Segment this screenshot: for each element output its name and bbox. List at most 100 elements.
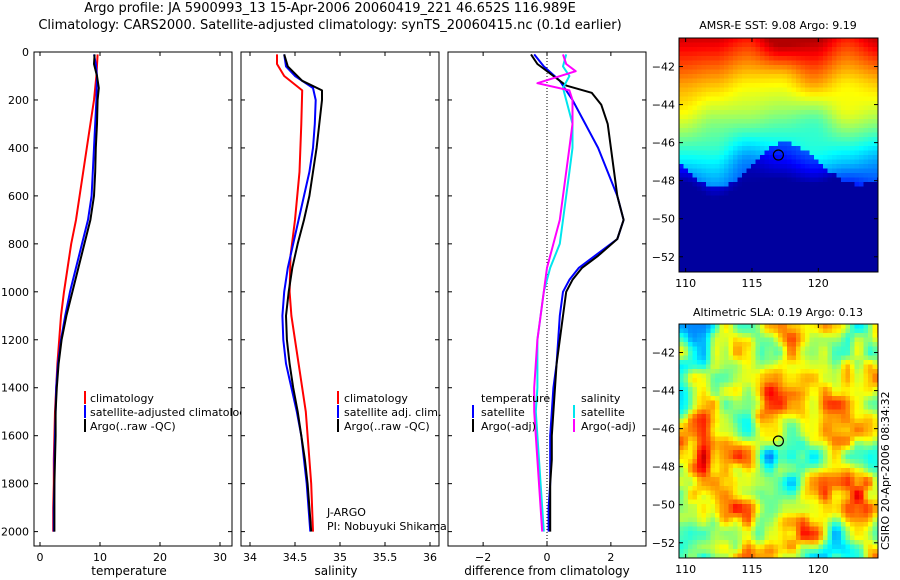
heatmap-cell xyxy=(769,182,774,187)
heatmap-cell xyxy=(764,346,770,352)
heatmap-cell xyxy=(728,472,734,478)
heatmap-cell xyxy=(796,436,801,442)
heatmap-cell xyxy=(800,427,806,433)
heatmap-cell xyxy=(796,231,801,237)
heatmap-cell xyxy=(728,218,734,223)
heatmap-cell xyxy=(791,204,797,210)
heatmap-cell xyxy=(827,227,833,232)
heatmap-cell xyxy=(715,517,720,523)
heatmap-cell xyxy=(868,364,873,370)
heatmap-cell xyxy=(800,267,806,273)
heatmap-cell xyxy=(832,351,837,356)
heatmap-cell xyxy=(805,396,810,401)
heatmap-cell xyxy=(850,445,855,451)
heatmap-cell xyxy=(854,387,860,392)
heatmap-cell xyxy=(791,544,797,550)
heatmap-cell xyxy=(710,427,716,433)
heatmap-cell xyxy=(805,544,810,550)
heatmap-cell xyxy=(850,364,855,370)
heatmap-cell xyxy=(746,240,752,246)
heatmap-cell xyxy=(818,522,824,527)
heatmap-cell xyxy=(715,204,720,210)
heatmap-cell xyxy=(841,468,846,473)
heatmap-cell xyxy=(805,96,810,102)
heatmap-cell xyxy=(805,526,810,532)
heatmap-cell xyxy=(809,137,815,142)
heatmap-cell xyxy=(850,141,855,147)
heatmap-cell xyxy=(728,441,734,446)
heatmap-cell xyxy=(787,60,792,66)
heatmap-cell xyxy=(706,114,711,120)
heatmap-cell xyxy=(719,472,725,478)
heatmap-cell xyxy=(814,459,819,464)
heatmap-cell xyxy=(872,200,878,205)
heatmap-cell xyxy=(679,459,684,464)
heatmap-cell xyxy=(688,123,693,129)
heatmap-cell xyxy=(805,472,810,478)
heatmap-cell xyxy=(688,382,693,388)
heatmap-cell xyxy=(859,168,864,174)
heatmap-cell xyxy=(791,78,797,84)
heatmap-cell xyxy=(854,42,860,48)
heatmap-cell xyxy=(827,351,833,356)
heatmap-cell xyxy=(719,182,725,187)
heatmap-cell xyxy=(863,74,869,79)
heatmap-cell xyxy=(755,69,761,75)
heatmap-cell xyxy=(845,351,851,356)
heatmap-cell xyxy=(827,60,833,66)
heatmap-cell xyxy=(818,387,824,392)
heatmap-cell xyxy=(796,391,801,397)
heatmap-cell xyxy=(710,351,716,356)
heatmap-cell xyxy=(746,360,752,365)
heatmap-cell xyxy=(764,254,770,259)
heatmap-cell xyxy=(728,378,734,383)
heatmap-cell xyxy=(697,132,702,138)
heatmap-cell xyxy=(787,123,792,129)
heatmap-cell xyxy=(778,231,783,237)
heatmap-cell xyxy=(773,468,779,473)
heatmap-cell xyxy=(778,486,783,491)
heatmap-cell xyxy=(805,432,810,437)
heatmap-cell xyxy=(715,549,720,554)
heatmap-cell xyxy=(773,522,779,527)
heatmap-cell xyxy=(845,364,851,370)
heatmap-cell xyxy=(787,78,792,84)
heatmap-cell xyxy=(728,119,734,124)
heatmap-cell xyxy=(701,333,707,338)
heatmap-cell xyxy=(737,168,743,174)
heatmap-cell xyxy=(778,141,783,147)
heatmap-cell xyxy=(701,522,707,527)
heatmap-cell xyxy=(800,42,806,48)
heatmap-cell xyxy=(742,418,747,424)
heatmap-cell xyxy=(832,195,837,201)
heatmap-cell xyxy=(787,360,792,365)
heatmap-cell xyxy=(764,459,770,464)
heatmap-cell xyxy=(737,132,743,138)
heatmap-cell xyxy=(863,141,869,147)
heatmap-cell xyxy=(683,213,689,219)
heatmap-cell xyxy=(791,92,797,97)
heatmap-cell xyxy=(805,333,810,338)
heatmap-cell xyxy=(697,405,702,410)
heatmap-cell xyxy=(841,258,846,264)
heatmap-cell xyxy=(778,481,783,487)
heatmap-cell xyxy=(773,490,779,496)
heatmap-cell xyxy=(787,92,792,97)
heatmap-cell xyxy=(760,141,765,147)
heatmap-cell xyxy=(805,78,810,84)
heatmap-cell xyxy=(800,526,806,532)
heatmap-cell xyxy=(845,204,851,210)
heatmap-cell xyxy=(764,159,770,165)
heatmap-cell xyxy=(854,369,860,374)
heatmap-cell xyxy=(841,463,846,469)
heatmap-cell xyxy=(782,218,788,223)
heatmap-cell xyxy=(832,137,837,142)
heatmap-cell xyxy=(764,414,770,419)
heatmap-cell xyxy=(733,141,738,147)
heatmap-cell xyxy=(868,495,873,500)
heatmap-cell xyxy=(868,405,873,410)
heatmap-cell xyxy=(818,83,824,88)
heatmap-cell xyxy=(679,378,684,383)
heatmap-cell xyxy=(872,522,878,527)
heatmap-cell xyxy=(805,173,810,178)
